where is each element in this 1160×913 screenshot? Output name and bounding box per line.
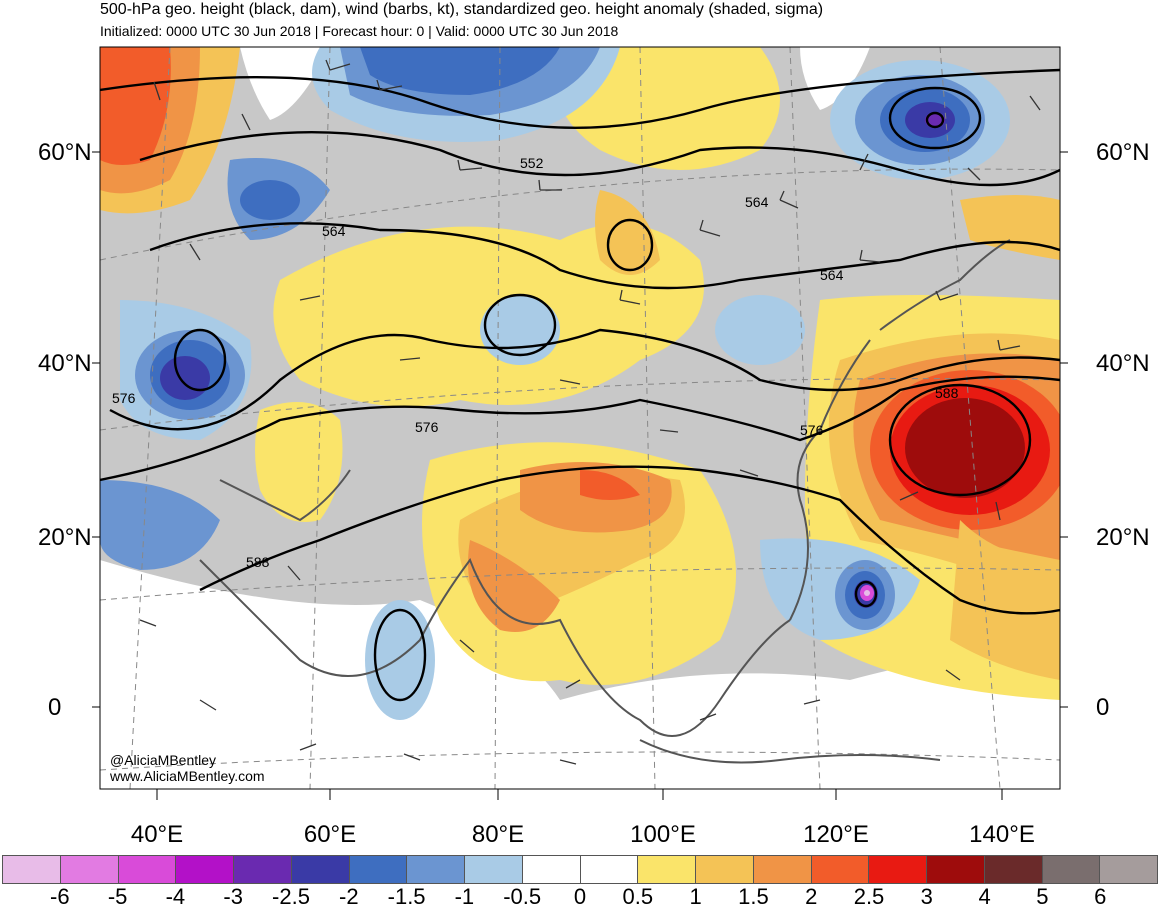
lon-label-60e: 60°E	[303, 821, 357, 848]
lat-label-60n-right: 60°N	[1096, 139, 1150, 166]
contour-label: 588	[246, 554, 270, 570]
contour-label: 564	[322, 223, 346, 239]
lon-label-80e: 80°E	[471, 821, 525, 848]
colorbar-box	[869, 856, 927, 883]
lat-label-20n-left: 20°N	[38, 524, 92, 551]
colorbar-box	[291, 856, 350, 883]
map-frame	[99, 46, 1061, 790]
contour-label: 552	[520, 155, 544, 171]
contour-label: 564	[745, 194, 769, 210]
colorbar-label: -1	[454, 884, 475, 909]
lat-label-40n-right: 40°N	[1096, 350, 1150, 377]
contour-label: 564	[820, 267, 844, 283]
colorbar-label: -2.5	[272, 884, 310, 909]
colorbar-box	[465, 856, 523, 883]
colorbar-box	[984, 856, 1043, 883]
colorbar-label: 4	[978, 884, 991, 909]
colorbar-label: 3	[920, 884, 933, 909]
height-contours	[100, 68, 1060, 702]
lon-label-100e: 100°E	[630, 821, 696, 848]
colorbar-box	[349, 856, 408, 883]
contour-label: 576	[415, 419, 439, 435]
colorbar-label: 0.5	[622, 884, 654, 909]
contour-label: 588	[935, 385, 959, 401]
colorbar-box	[176, 856, 234, 883]
colorbar-label: 5	[1036, 884, 1049, 909]
contour-label: 576	[112, 390, 136, 406]
colorbar-label: -5	[107, 884, 128, 909]
colorbar-label: 2.5	[853, 884, 885, 909]
colorbar-box	[118, 856, 177, 883]
chart-title: 500-hPa geo. height (black, dam), wind (…	[100, 1, 824, 18]
colorbar-box	[407, 856, 465, 883]
contour-labels: 552 564 564 564 576 576 576 588 588	[112, 155, 959, 570]
colorbar-box	[1042, 856, 1101, 883]
colorbar-label: -4	[165, 884, 186, 909]
lon-label-140e: 140°E	[969, 821, 1035, 848]
colorbar-label: -0.5	[503, 884, 542, 909]
colorbar-box	[753, 856, 812, 883]
credit-url[interactable]: www.AliciaMBentley.com	[110, 768, 265, 784]
colorbar-label: -1.5	[387, 884, 426, 909]
colorbar-label: 2	[805, 884, 818, 909]
colorbar-label: -3	[223, 884, 243, 909]
chart-subtitle: Initialized: 0000 UTC 30 Jun 2018 | Fore…	[100, 23, 619, 39]
wind-barbs	[139, 59, 1041, 765]
colorbar-box	[927, 856, 985, 883]
colorbar-box	[1100, 856, 1157, 883]
colorbar-label: -6	[50, 884, 70, 909]
colorbar	[2, 855, 1158, 884]
colorbar-box	[234, 856, 292, 883]
contour-label: 576	[800, 422, 824, 438]
colorbar-box	[696, 856, 754, 883]
lon-label-40e: 40°E	[130, 821, 184, 848]
colorbar-label: 6	[1094, 884, 1107, 909]
lon-label-120e: 120°E	[803, 821, 869, 848]
credit-handle: @AliciaMBentley	[110, 752, 217, 768]
lat-label-20n-right: 20°N	[1096, 524, 1150, 551]
colorbar-box	[580, 856, 639, 883]
anomaly-shading	[100, 47, 1060, 789]
colorbar-box	[60, 856, 119, 883]
map-ticks	[92, 151, 1068, 800]
colorbar-label: 1.5	[738, 884, 769, 909]
colorbar-label: 0	[573, 884, 587, 909]
colorbar-box	[3, 856, 61, 883]
lat-label-60n-left: 60°N	[38, 139, 92, 166]
colorbar-label: -2	[339, 884, 359, 909]
lat-label-40n-left: 40°N	[38, 350, 92, 377]
lat-label-0-left: 0	[48, 694, 62, 721]
lat-label-0-right: 0	[1096, 694, 1110, 721]
graticule	[100, 47, 1060, 789]
colorbar-box	[811, 856, 870, 883]
colorbar-label: 1	[689, 884, 702, 909]
colorbar-box	[522, 856, 581, 883]
colorbar-box	[638, 856, 696, 883]
